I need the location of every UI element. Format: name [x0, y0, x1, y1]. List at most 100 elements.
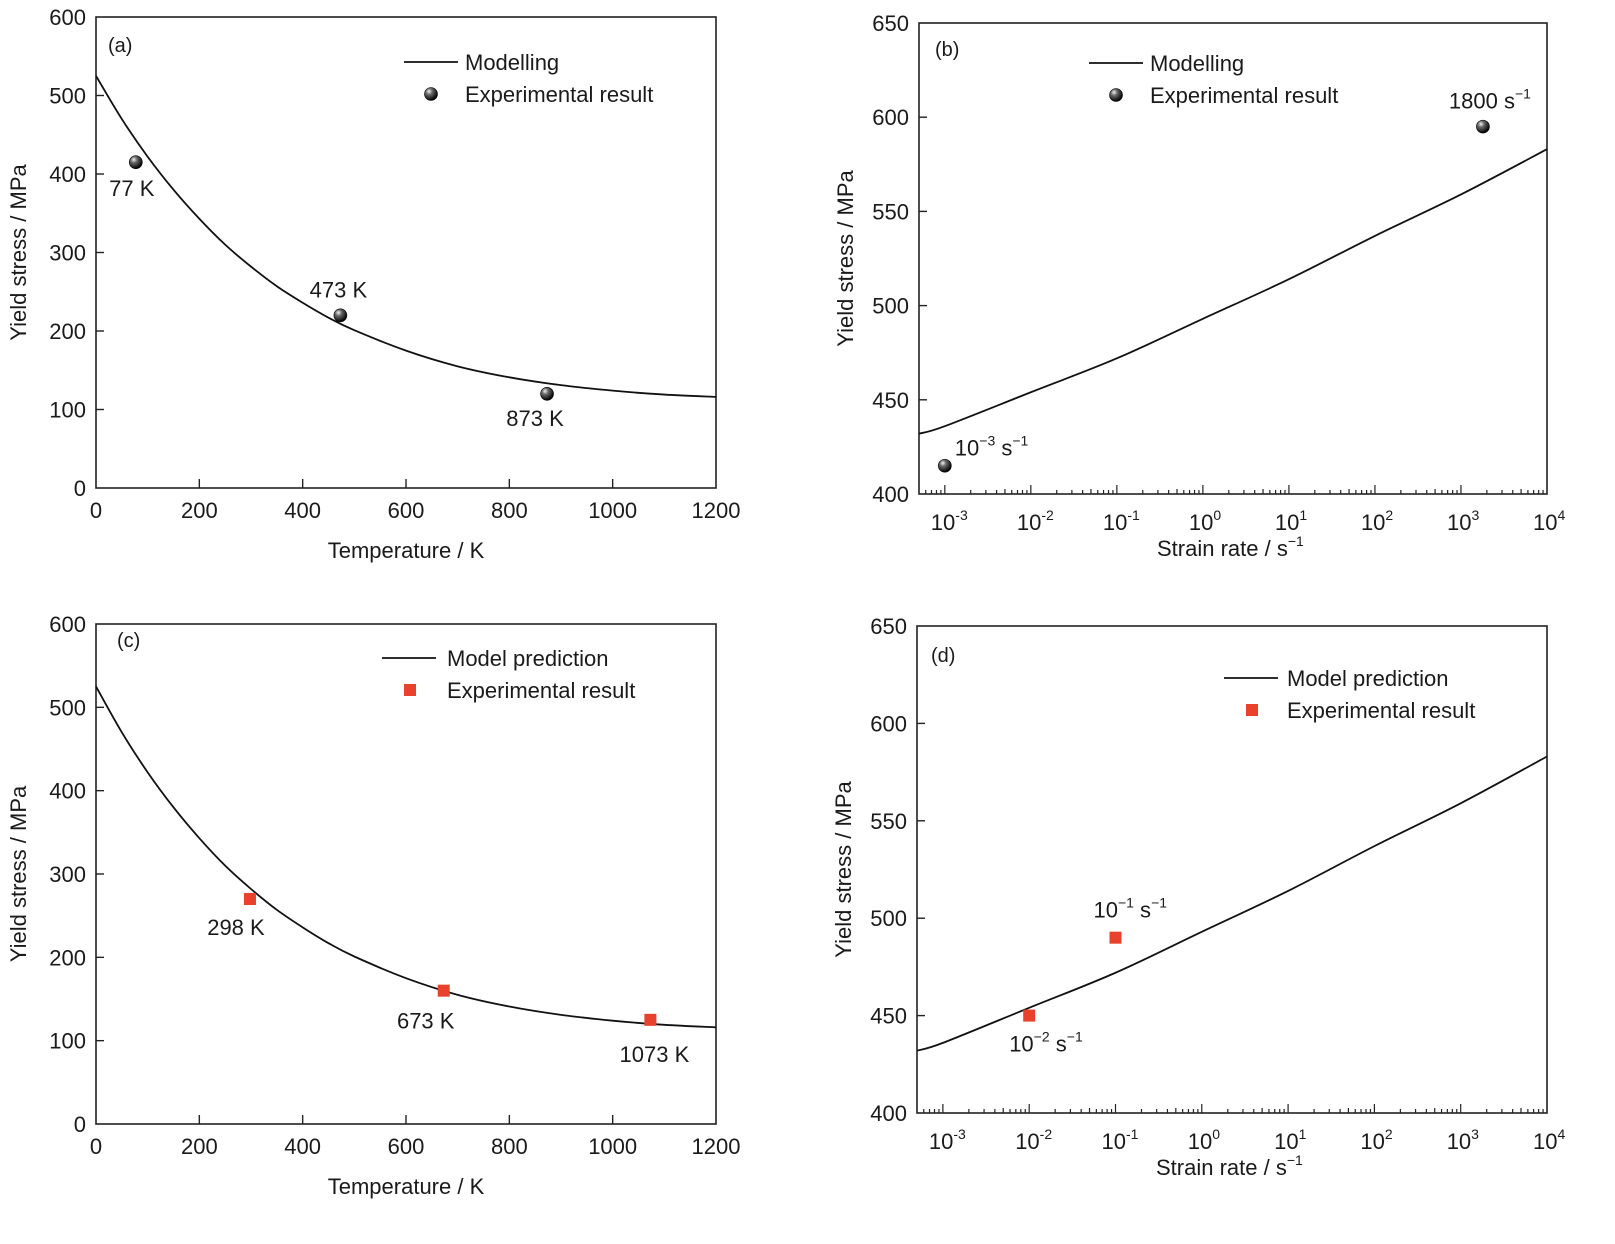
x-tick-label: 104​ [1533, 1126, 1565, 1154]
x-axis-title: Temperature / K [328, 538, 485, 563]
y-tick-label: 600 [870, 711, 907, 736]
x-tick-label: 200 [181, 498, 218, 523]
superscript: −3 [979, 433, 995, 449]
x-tick-label: 400 [284, 1134, 321, 1159]
superscript: −1 [1288, 533, 1304, 549]
legend-marker-swatch [424, 87, 438, 101]
superscript: 4 [1557, 1126, 1565, 1142]
y-tick-label: 550 [872, 199, 909, 224]
text-part: 10 [1017, 510, 1041, 535]
panel-a: 0 100 200 300 400 500 600 0 200 400 600 800 1000 1200… [6, 5, 740, 563]
legend-line-label: Modelling [1150, 51, 1244, 76]
y-tick-label: 400 [49, 779, 86, 804]
x-tick-label: 100​ [1188, 1126, 1220, 1154]
y-tick-label: 650 [870, 614, 907, 639]
panel-label: (a) [108, 35, 132, 57]
y-tick-label: 450 [870, 1004, 907, 1029]
panel-label: (d) [931, 645, 955, 667]
superscript: 3 [1471, 507, 1479, 523]
point-label: 873 K [506, 406, 564, 431]
superscript: −1 [1151, 895, 1167, 911]
text-part: 10 [1101, 1129, 1125, 1154]
legend-marker-label: Experimental result [465, 82, 653, 107]
text-part: 10 [1275, 510, 1299, 535]
panel-d: 40045050055060065010-3​10-2​10-1​100​101… [831, 614, 1565, 1180]
y-tick-label: 400 [870, 1101, 907, 1126]
x-tick-label: 10-2​ [1015, 1126, 1052, 1154]
y-tick-label: 650 [872, 11, 909, 36]
point-label: 10−3​ s−1​ [955, 433, 1029, 461]
superscript: -2 [1041, 507, 1054, 523]
point-label: 77 K [109, 176, 155, 201]
y-tick-label: 200 [49, 319, 86, 344]
x-tick-label: 10-1​ [1103, 507, 1140, 535]
x-axis-title: Temperature / K [328, 1174, 485, 1199]
plot-frame [916, 625, 1548, 1114]
x-axis-title: Strain rate / s−1​ [1156, 1152, 1303, 1180]
text-part: 10 [1189, 510, 1213, 535]
superscript: 2 [1385, 1126, 1393, 1142]
panel-label: (b) [935, 39, 959, 61]
y-axis-title: Yield stress / MPa [6, 785, 31, 962]
point-label: 1073 K [620, 1042, 690, 1067]
x-tick-label: 1200 [692, 1134, 741, 1159]
text-part: 10 [1533, 510, 1557, 535]
superscript: -3 [953, 1126, 966, 1142]
data-point [333, 308, 348, 323]
text-part: s [995, 436, 1012, 461]
x-tick-label: 100​ [1189, 507, 1221, 535]
y-tick-label: 400 [49, 162, 86, 187]
text-part: 10 [1360, 1129, 1384, 1154]
y-axis-title: Yield stress / MPa [831, 781, 856, 958]
y-tick-label: 600 [872, 105, 909, 130]
superscript: −1 [1287, 1152, 1303, 1168]
data-point [128, 155, 143, 170]
legend-line-label: Model prediction [447, 646, 608, 671]
x-axis-title: Strain rate / s−1​ [1157, 533, 1304, 561]
superscript: −1 [1515, 86, 1531, 102]
legend-marker-label: Experimental result [1150, 83, 1338, 108]
point-label: 1800 s−1​ [1449, 86, 1531, 114]
legend-marker-swatch [404, 684, 416, 696]
y-tick-label: 200 [49, 945, 86, 970]
superscript: 2 [1385, 507, 1393, 523]
text-part: 10 [1447, 1129, 1471, 1154]
model-line [918, 148, 1548, 435]
text-part: s [1134, 898, 1151, 923]
panel-c: 0 100 200 300 400 500 600 0 200 400 600 800 1000 1200… [6, 612, 740, 1199]
y-tick-label: 400 [872, 482, 909, 507]
legend-marker-swatch [1109, 88, 1123, 102]
y-tick-label: 500 [870, 906, 907, 931]
text-part: 10 [1188, 1129, 1212, 1154]
legend-line-label: Modelling [465, 50, 559, 75]
x-tick-label: 101​ [1274, 1126, 1306, 1154]
superscript: −1 [1118, 895, 1134, 911]
y-tick-label: 600 [49, 612, 86, 637]
text-part: 10 [929, 1129, 953, 1154]
superscript: −1 [1067, 1029, 1083, 1045]
superscript: 3 [1471, 1126, 1479, 1142]
text-part: Strain rate / s [1157, 536, 1288, 561]
x-tick-label: 10-3​ [929, 1126, 966, 1154]
point-label: 10−1​ s−1​ [1093, 895, 1167, 923]
legend-marker-swatch [1246, 704, 1258, 716]
superscript: −1 [1012, 433, 1028, 449]
x-tick-label: 102​ [1361, 507, 1393, 535]
plot-frame [918, 22, 1548, 495]
data-point [540, 386, 554, 401]
text-part: 10 [955, 436, 979, 461]
text-part: 10 [1103, 510, 1127, 535]
superscript: 1 [1299, 1126, 1307, 1142]
data-point [644, 1013, 657, 1026]
legend-marker-label: Experimental result [1287, 698, 1475, 723]
superscript: −2 [1034, 1029, 1050, 1045]
y-tick-label: 100 [49, 398, 86, 423]
text-part: 10 [1274, 1129, 1298, 1154]
superscript: 0 [1212, 1126, 1220, 1142]
superscript: -1 [1127, 507, 1140, 523]
point-label: 298 K [207, 915, 265, 940]
superscript: -2 [1040, 1126, 1053, 1142]
y-axis-title: Yield stress / MPa [833, 170, 858, 347]
legend-line-label: Model prediction [1287, 666, 1448, 691]
